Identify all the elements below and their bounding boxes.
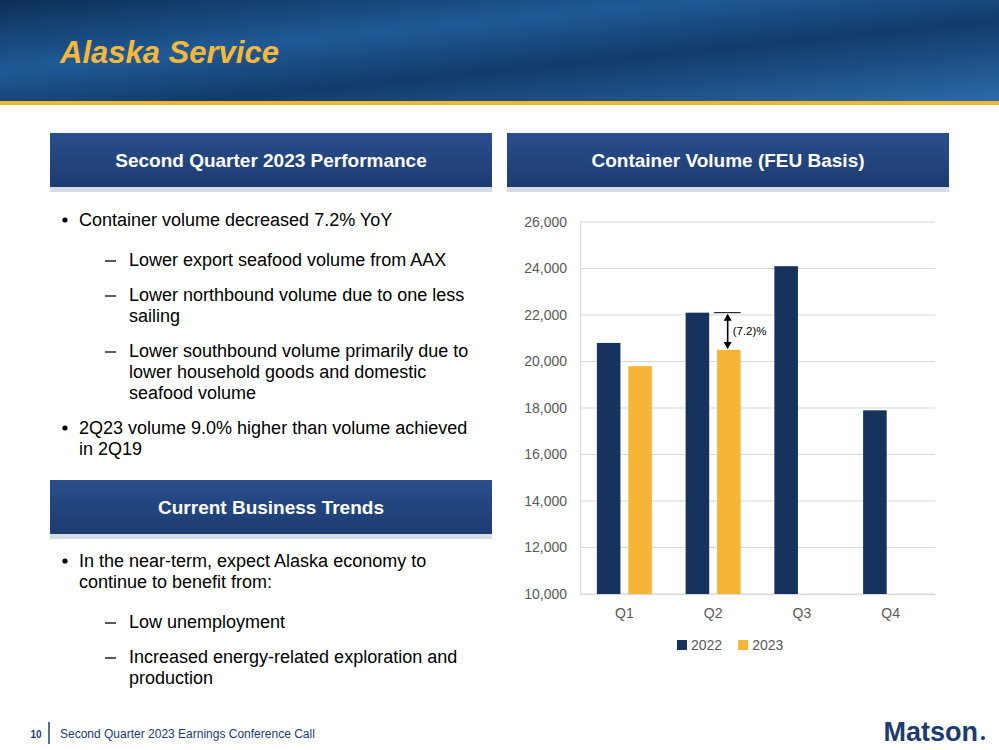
y-tick: 18,000 bbox=[524, 400, 580, 416]
bullet-text: Lower southbound volume primarily due to… bbox=[129, 341, 468, 403]
x-tick-label: Q3 bbox=[793, 605, 812, 621]
bullet-text: Increased energy-related exploration and… bbox=[129, 647, 457, 688]
logo-dot bbox=[981, 736, 985, 740]
slide-title: Alaska Service bbox=[59, 35, 279, 70]
y-tick: 22,000 bbox=[524, 307, 580, 323]
grid-line bbox=[580, 268, 935, 269]
bullet-text: In the near-term, expect Alaska economy … bbox=[79, 551, 426, 592]
logo: Matson bbox=[884, 717, 979, 747]
annotation-label: (7.2)% bbox=[733, 325, 767, 337]
y-tick: 10,000 bbox=[524, 586, 580, 602]
y-tick: 16,000 bbox=[524, 446, 580, 462]
bullet-dash bbox=[105, 622, 116, 623]
bar bbox=[717, 350, 741, 594]
x-tick: Q1 bbox=[615, 594, 634, 621]
grid bbox=[580, 222, 935, 594]
bullet-dash bbox=[105, 657, 116, 658]
footer-rule bbox=[48, 722, 50, 744]
y-tick-label: 22,000 bbox=[524, 307, 567, 323]
y-tick-label: 14,000 bbox=[524, 493, 567, 509]
bullet-text: 2Q23 volume 9.0% higher than volume achi… bbox=[79, 418, 467, 459]
legend-swatch bbox=[738, 640, 748, 650]
x-tick: Q2 bbox=[704, 594, 723, 621]
y-axis: 10,000 12,000 14,000 16,000 18,000 20,000 22,0… bbox=[524, 214, 580, 602]
annotation-arrowhead bbox=[724, 342, 732, 349]
slide: Alaska Service Second Quarter 2023 Perfor… bbox=[0, 0, 999, 750]
panel-shadow bbox=[50, 187, 492, 192]
y-axis-line bbox=[580, 223, 581, 595]
bullet-dash bbox=[105, 351, 116, 352]
y-tick-label: 18,000 bbox=[524, 400, 567, 416]
y-tick: 26,000 bbox=[524, 214, 580, 230]
panel-header bbox=[50, 480, 492, 534]
legend-label: 2023 bbox=[752, 637, 783, 653]
bar bbox=[628, 366, 652, 594]
panel-shadow bbox=[50, 534, 492, 539]
panel-title: Container Volume (FEU Basis) bbox=[591, 150, 864, 171]
y-tick: 20,000 bbox=[524, 353, 580, 369]
x-tick: Q3 bbox=[793, 594, 812, 621]
bullet-dash bbox=[105, 260, 116, 261]
bullet-dot bbox=[62, 217, 67, 222]
grid-line bbox=[580, 222, 935, 223]
bar bbox=[863, 410, 887, 594]
x-axis-line bbox=[581, 594, 936, 595]
panel-header bbox=[507, 133, 949, 187]
bar bbox=[597, 343, 621, 594]
bars bbox=[597, 266, 887, 594]
legend-label: 2022 bbox=[691, 637, 722, 653]
y-tick-label: 26,000 bbox=[524, 214, 567, 230]
legend: 2022 2023 bbox=[677, 637, 784, 653]
y-tick: 12,000 bbox=[524, 539, 580, 555]
bullet-text: Container volume decreased 7.2% YoY bbox=[79, 210, 392, 230]
grid-line bbox=[580, 315, 935, 316]
x-tick-label: Q2 bbox=[704, 605, 723, 621]
bullet-dash bbox=[105, 295, 116, 296]
bar bbox=[774, 266, 798, 594]
y-tick: 24,000 bbox=[524, 260, 580, 276]
header-band bbox=[0, 0, 999, 101]
annotation-cap bbox=[714, 312, 741, 313]
grid-line bbox=[580, 361, 935, 362]
footer-text: Second Quarter 2023 Earnings Conference … bbox=[60, 727, 315, 741]
bullet-text: Low unemployment bbox=[129, 612, 285, 632]
bar bbox=[686, 313, 710, 594]
y-tick-label: 12,000 bbox=[524, 539, 567, 555]
x-tick-label: Q1 bbox=[615, 605, 634, 621]
x-axis: Q1 Q2 Q3 Q4 bbox=[581, 594, 936, 621]
legend-swatch bbox=[677, 640, 687, 650]
page-number: 10 bbox=[30, 729, 42, 740]
panel-title: Current Business Trends bbox=[158, 497, 384, 518]
bullet-dot bbox=[62, 425, 67, 430]
x-tick: Q4 bbox=[881, 594, 900, 621]
panel-shadow bbox=[507, 187, 949, 192]
header-rule bbox=[0, 101, 999, 105]
y-tick-label: 20,000 bbox=[524, 353, 567, 369]
bullet-text: Lower northbound volume due to one lesss… bbox=[129, 285, 464, 326]
y-tick: 14,000 bbox=[524, 493, 580, 509]
y-tick-label: 24,000 bbox=[524, 260, 567, 276]
x-tick-label: Q4 bbox=[881, 605, 900, 621]
y-tick-label: 10,000 bbox=[524, 586, 567, 602]
y-tick-label: 16,000 bbox=[524, 446, 567, 462]
annotation-arrowhead bbox=[724, 314, 732, 321]
bullet-dot bbox=[62, 558, 67, 563]
panel-header bbox=[50, 133, 492, 187]
panel-title: Second Quarter 2023 Performance bbox=[115, 150, 427, 171]
bullet-text: Lower export seafood volume from AAX bbox=[129, 250, 446, 270]
